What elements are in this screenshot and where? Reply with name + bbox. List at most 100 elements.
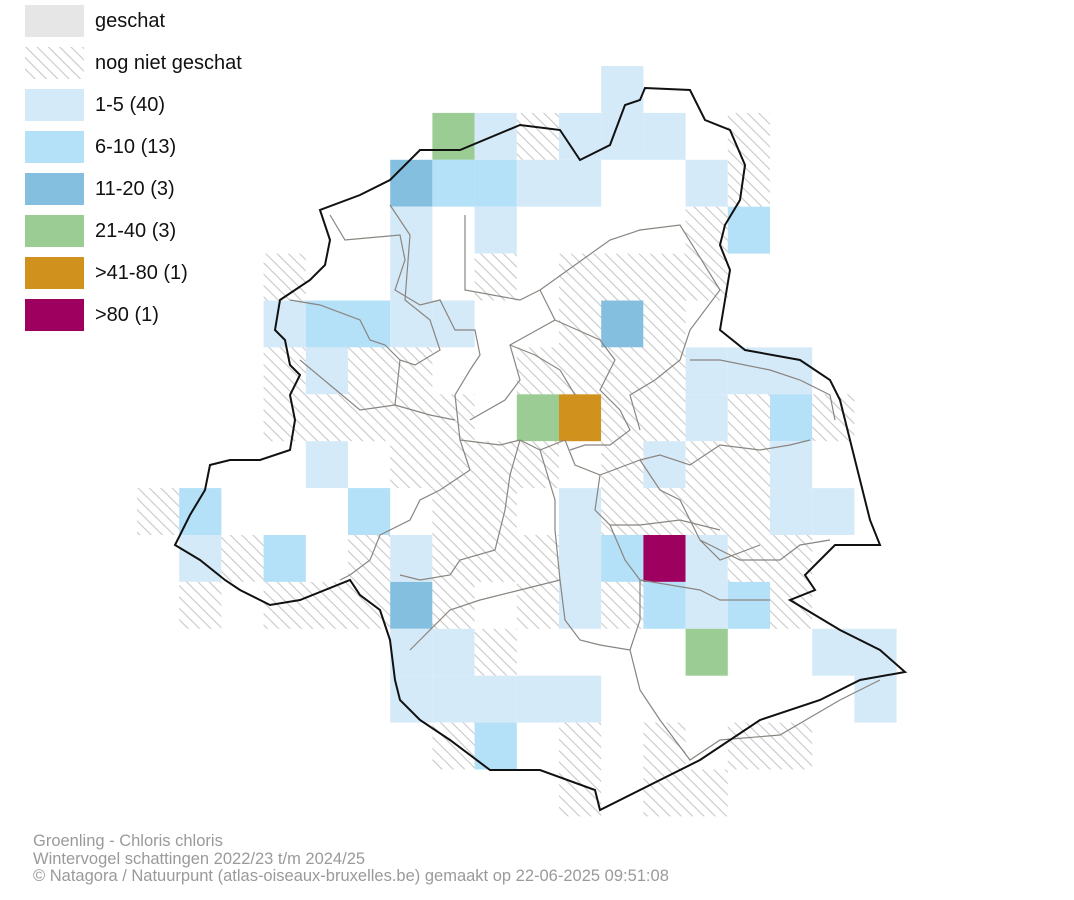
grid-cell-class-1 (474, 112, 517, 160)
grid-cell-class-1 (601, 112, 644, 160)
grid-cell-class-1 (516, 675, 559, 723)
grid-cell-class-1 (432, 300, 475, 348)
legend-label: nog niet geschat (95, 52, 242, 74)
grid-cell-not-estimated (432, 535, 475, 582)
grid-cell-not-estimated (432, 722, 475, 770)
grid-cell-class-1 (854, 675, 897, 723)
legend-swatch (25, 215, 84, 247)
grid-cell-not-estimated (770, 722, 813, 770)
grid-cell-class-1 (432, 628, 475, 676)
grid-cell-not-estimated (516, 441, 559, 489)
grid-cell-not-estimated (727, 394, 770, 442)
grid-cell-not-estimated (601, 253, 644, 301)
grid-cell-class-2 (305, 300, 348, 348)
legend-label: 6-10 (13) (95, 136, 177, 158)
grid-cell-not-estimated (516, 112, 559, 160)
grid-cell-class-1 (390, 253, 433, 301)
grid-cell-class-3 (601, 300, 644, 348)
legend-label: 21-40 (3) (95, 220, 177, 242)
grid-cell-class-1 (559, 675, 602, 723)
grid-cell-not-estimated (685, 769, 728, 817)
legend-swatch (25, 257, 84, 289)
grid-cell-not-estimated (601, 347, 644, 395)
grid-cell-class-1 (812, 488, 855, 535)
grid-cell-class-1 (812, 628, 855, 676)
grid-cell-not-estimated (727, 488, 770, 535)
grid-cell-class-1 (770, 488, 813, 535)
grid-cell-class-1 (559, 488, 602, 535)
grid-cell-not-estimated (601, 488, 644, 535)
grid-cell-not-estimated (727, 722, 770, 770)
grid-cell-class-1 (685, 159, 728, 207)
grid-cell-class-2 (474, 159, 517, 207)
grid-cell-not-estimated (179, 581, 222, 629)
grid-cell-class-2 (474, 722, 517, 770)
grid-cell-class-1 (643, 441, 686, 489)
grid-cell-class-5 (559, 394, 602, 442)
brussels-region-outline (173, 86, 908, 812)
grid-cell-not-estimated (601, 441, 644, 489)
legend-swatch (25, 89, 84, 121)
grid-cell-not-estimated (559, 300, 602, 348)
grid-cell-class-4 (432, 112, 475, 160)
grid-cell-class-2 (643, 581, 686, 629)
legend-label: geschat (95, 10, 166, 32)
grid-cell-not-estimated (601, 581, 644, 629)
grid-cell-not-estimated (685, 253, 728, 301)
map-caption: Groenling - Chloris chloris Wintervogel … (33, 832, 669, 886)
grid-cell-class-2 (770, 394, 813, 442)
grid-cell-not-estimated (727, 159, 770, 207)
grid-cell-class-2 (263, 535, 306, 582)
grid-cell-class-1 (390, 300, 433, 348)
legend-item: nog niet geschat (25, 47, 325, 79)
grid-cell-not-estimated (516, 581, 559, 629)
grid-cell-not-estimated (685, 488, 728, 535)
grid-cell-not-estimated (263, 253, 306, 301)
grid-cell-class-1 (770, 441, 813, 489)
grid-cell-not-estimated (474, 441, 517, 489)
grid-cell-class-1 (685, 347, 728, 395)
grid-cell-not-estimated (390, 441, 433, 489)
grid-cell-not-estimated (474, 535, 517, 582)
grid-cell-not-estimated (137, 488, 180, 535)
grid-cell-class-1 (643, 112, 686, 160)
legend-swatch (25, 5, 84, 37)
grid-cell-not-estimated (727, 112, 770, 160)
grid-cell-not-estimated (474, 488, 517, 535)
grid-cell-not-estimated (516, 535, 559, 582)
legend-item: 1-5 (40) (25, 89, 325, 121)
grid-cell-class-1 (685, 581, 728, 629)
grid-cell-class-2 (348, 488, 391, 535)
grid-cell-class-1 (390, 206, 433, 254)
grid-cell-class-2 (727, 206, 770, 254)
grid-cell-not-estimated (643, 253, 686, 301)
grid-cell-not-estimated (643, 769, 686, 817)
grid-cell-not-estimated (263, 394, 306, 442)
legend-label: >80 (1) (95, 304, 159, 326)
grid-cell-not-estimated (559, 769, 602, 817)
grid-cell-class-1 (474, 206, 517, 254)
legend-item: 21-40 (3) (25, 215, 325, 247)
grid-cell-class-1 (474, 675, 517, 723)
grid-cell-not-estimated (348, 535, 391, 582)
grid-cell-not-estimated (559, 722, 602, 770)
grid-cell-not-estimated (643, 722, 686, 770)
grid-cell-not-estimated (474, 628, 517, 676)
grid-cell-class-1 (685, 535, 728, 582)
legend-item: >41-80 (1) (25, 257, 325, 289)
legend-label: 11-20 (3) (95, 178, 175, 200)
grid-cell-class-2 (601, 535, 644, 582)
grid-cell-class-1 (854, 628, 897, 676)
grid-cell-class-2 (179, 488, 222, 535)
commune-borders (289, 204, 881, 761)
grid-cell-class-1 (516, 159, 559, 207)
legend-swatch (25, 173, 84, 205)
legend-label: 1-5 (40) (95, 94, 166, 116)
legend-item: >80 (1) (25, 299, 325, 331)
grid-cell-class-1 (390, 628, 433, 676)
grid-cell-not-estimated (516, 347, 559, 395)
grid-cell-not-estimated (432, 488, 475, 535)
grid-cell-not-estimated (685, 441, 728, 489)
grid-cell-class-3 (390, 159, 433, 207)
grid-cell-class-1 (601, 66, 644, 113)
